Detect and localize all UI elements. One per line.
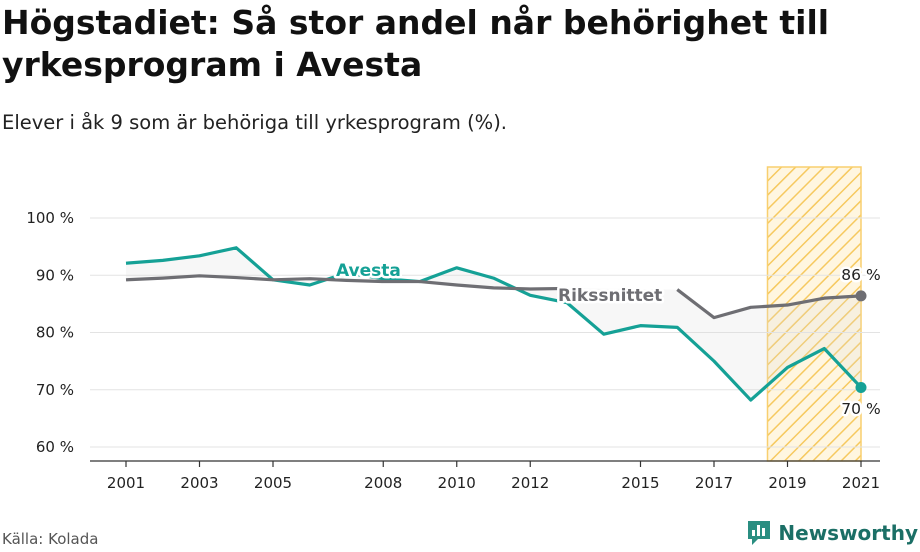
y-tick-label: 60 %	[36, 438, 74, 456]
source-note: Källa: Kolada	[2, 530, 99, 548]
end-label-rikssnittet: 86 %	[841, 266, 880, 284]
x-tick-label: 2017	[695, 474, 733, 492]
newsworthy-logo: Newsworthy	[746, 518, 918, 548]
x-tick-label: 2005	[254, 474, 292, 492]
chart-title: Högstadiet: Så stor andel når behörighet…	[2, 3, 830, 84]
y-tick-label: 80 %	[36, 324, 74, 342]
brand-name: Newsworthy	[778, 521, 918, 545]
series-label-avesta-halo: Avesta	[336, 261, 401, 281]
x-tick-label: 2008	[364, 474, 402, 492]
end-point-avesta	[855, 381, 867, 393]
y-tick-label: 70 %	[36, 381, 74, 399]
gap-fill	[126, 247, 861, 401]
bar-chart-bubble-icon	[748, 521, 771, 545]
x-tick-label: 2003	[180, 474, 218, 492]
x-tick-label: 2021	[842, 474, 880, 492]
end-label-avesta: 70 %	[841, 400, 880, 418]
x-tick-label: 2015	[621, 474, 659, 492]
series-lines	[125, 246, 863, 402]
highlight-band	[766, 166, 862, 462]
y-tick-label: 90 %	[36, 266, 74, 284]
end-points	[855, 290, 867, 393]
x-tick-label: 2010	[438, 474, 476, 492]
x-axis: 2001 2003 2005 2008 2010 2012 2015 2017 2019 2021	[90, 460, 880, 492]
gap-area	[126, 247, 861, 401]
series-label-rikssnittet-halo: Rikssnittet	[558, 286, 662, 306]
series-line-rikssnittet	[125, 274, 862, 320]
series-label-rikssnittet: Rikssnittet	[558, 286, 662, 306]
end-label-rikssnittet-halo: 86 %	[841, 266, 880, 284]
x-tick-label: 2001	[107, 474, 145, 492]
x-tick-label: 2012	[511, 474, 549, 492]
y-tick-label: 100 %	[26, 209, 74, 227]
chart-subtitle: Elever i åk 9 som är behöriga till yrkes…	[2, 111, 508, 134]
x-tick-label: 2019	[768, 474, 806, 492]
y-axis: 100 % 90 % 80 % 70 % 60 %	[26, 209, 74, 456]
end-label-avesta-halo: 70 %	[841, 400, 880, 418]
series-line-avesta	[125, 246, 863, 402]
end-point-rikssnittet	[855, 290, 867, 302]
highlight-period	[766, 166, 862, 462]
series-label-avesta: Avesta	[336, 261, 401, 281]
